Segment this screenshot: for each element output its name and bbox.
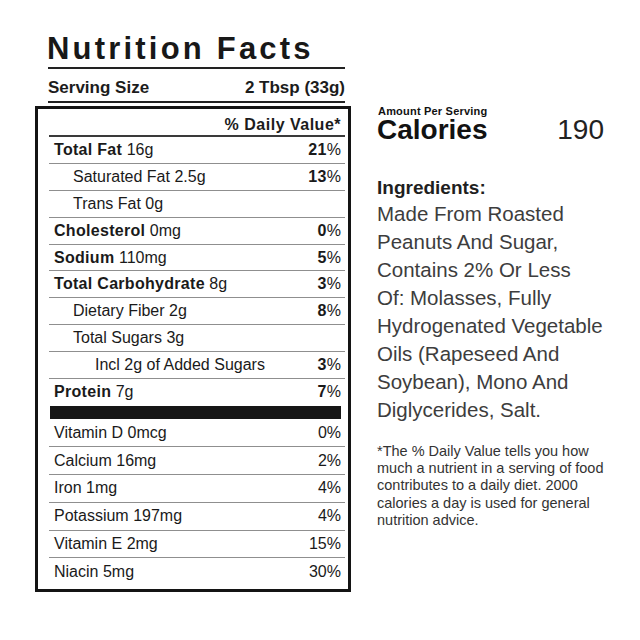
nutrient-daily-value: 2% [318,452,341,470]
serving-divider [48,101,345,103]
nutrient-row: Cholesterol 0mg 0% [49,218,345,245]
nutrient-row: Incl 2g of Added Sugars 3% [49,352,345,379]
nutrient-name: Incl 2g of Added Sugars [54,356,265,374]
nutrient-row: Dietary Fiber 2g 8% [49,298,345,325]
calories-row: Calories 190 [377,114,604,146]
ingredients-text: Made From Roasted Peanuts And Sugar, Con… [377,200,627,424]
ingredients-title: Ingredients: [377,177,486,200]
nutrient-name: Dietary Fiber 2g [54,302,187,320]
nutrient-row: Potassium 197mg 4% [49,503,345,531]
nutrient-name: Iron 1mg [54,479,117,497]
nutrient-row: Saturated Fat 2.5g 13% [49,164,345,191]
nutrient-daily-value: 15% [309,535,341,553]
serving-size-label: Serving Size [48,78,149,98]
nutrient-name: Potassium 197mg [54,507,182,525]
nutrient-row: Calcium 16mg 2% [49,447,345,475]
serving-size-row: Serving Size 2 Tbsp (33g) [48,78,345,98]
serving-size-value: 2 Tbsp (33g) [245,78,345,98]
nutrient-daily-value: 13% [308,168,341,186]
nutrient-name: Total Carbohydrate 8g [54,275,227,293]
nutrient-daily-value: 21% [308,141,341,159]
nutrient-daily-value: 3% [318,275,341,293]
nutrient-name: Protein 7g [54,383,133,401]
nutrient-row: Niacin 5mg 30% [49,558,345,586]
nutrient-row: Vitamin E 2mg 15% [49,531,345,559]
nutrient-name: Vitamin D 0mcg [54,424,167,442]
nutrient-name: Vitamin E 2mg [54,535,158,553]
calories-label: Calories [377,114,488,146]
nutrient-row: Total Sugars 3g [49,325,345,352]
nutrient-name: Total Sugars 3g [54,329,184,347]
daily-value-footnote: *The % Daily Value tells you how much a … [377,443,627,529]
nutrient-name: Niacin 5mg [54,563,134,581]
nutrient-daily-value: 0% [318,222,341,240]
nutrient-row: Total Carbohydrate 8g 3% [49,271,345,298]
nutrient-row: Vitamin D 0mcg 0% [49,419,345,447]
title-divider [48,67,345,69]
section-divider-bar [50,406,341,420]
nutrient-row: Total Fat 16g 21% [49,137,345,164]
nutrient-name: Trans Fat 0g [54,195,163,213]
nutrition-label: Nutrition Facts Serving Size 2 Tbsp (33g… [35,0,351,640]
nutrient-daily-value: 0% [318,424,341,442]
nutrient-daily-value: 7% [318,383,341,401]
nutrient-name: Calcium 16mg [54,452,156,470]
nutrient-daily-value: 5% [318,249,341,267]
nutrient-row: Iron 1mg 4% [49,475,345,503]
nutrient-daily-value: 8% [318,302,341,320]
nutrient-daily-value: 30% [309,563,341,581]
nutrient-daily-value: 4% [318,479,341,497]
nutrient-daily-value: 4% [318,507,341,525]
calories-value: 190 [557,114,604,146]
nutrition-facts-page: Nutrition Facts Serving Size 2 Tbsp (33g… [0,0,640,640]
nutrient-row: Sodium 110mg 5% [49,245,345,272]
nutrient-daily-value: 3% [318,356,341,374]
nutrient-row: Trans Fat 0g [49,191,345,218]
nutrient-name: Saturated Fat 2.5g [54,168,206,186]
facts-table: % Daily Value* Total Fat 16g 21% Saturated… [35,106,351,592]
label-title: Nutrition Facts [47,33,314,64]
nutrient-name: Sodium 110mg [54,249,167,267]
daily-value-header: % Daily Value* [49,109,345,137]
nutrient-row: Protein 7g 7% [49,379,345,406]
nutrient-name: Cholesterol 0mg [54,222,181,240]
nutrient-name: Total Fat 16g [54,141,153,159]
